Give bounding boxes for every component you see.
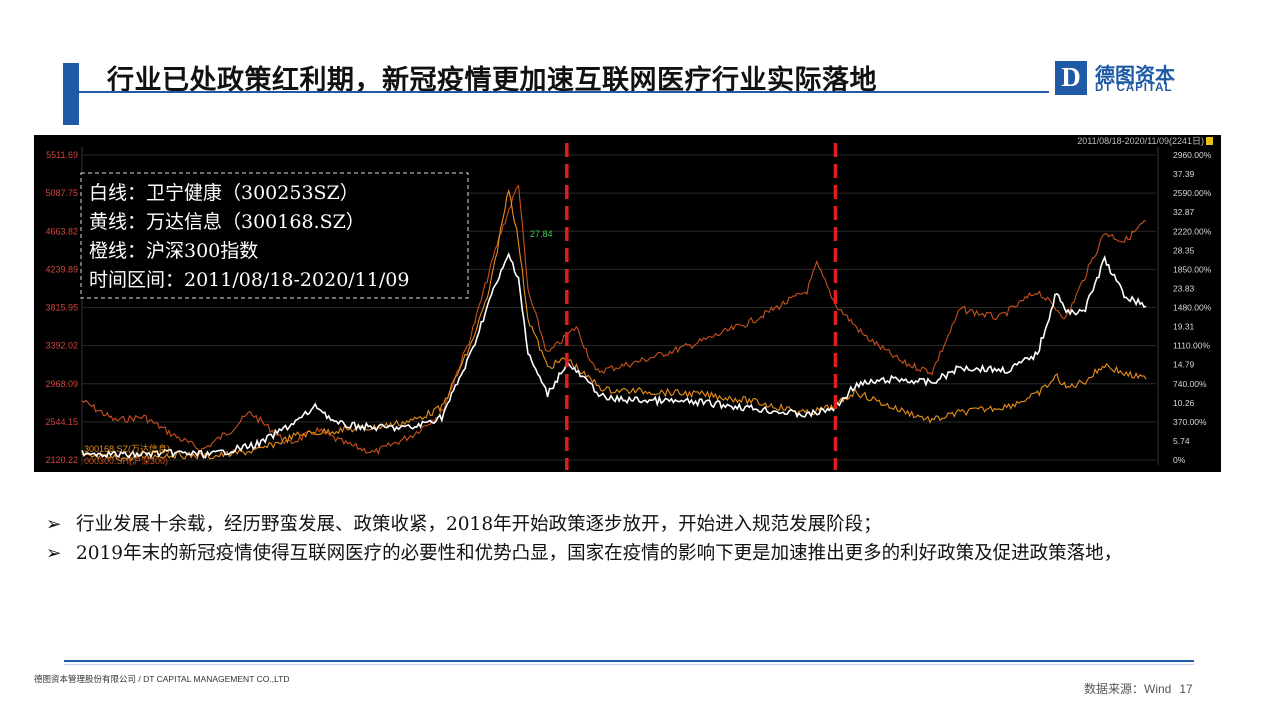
logo-mark: D [1055, 61, 1087, 95]
bullet-text: 2019年末的新冠疫情使得互联网医疗的必要性和优势凸显，国家在疫情的影响下更是加… [76, 543, 1123, 564]
page-number: 17 [1179, 682, 1193, 696]
left-tick-label: 4239.89 [45, 264, 78, 274]
range-icon [1206, 137, 1213, 145]
logo-mark-letter: D [1061, 62, 1081, 92]
footer-source: 数据来源：Wind 17 [1084, 680, 1193, 697]
left-axis: 5511.69 5087.75 4663.82 4239.89 3815.95 3392.… [45, 150, 78, 465]
range-label: 2011/08/18-2020/11/09(2241日) [1077, 136, 1204, 146]
bullet-arrow-icon: ➢ [46, 514, 62, 535]
right-percent-tick: 1480.00% [1173, 303, 1212, 313]
right-price-tick: 14.79 [1173, 360, 1195, 370]
left-tick-label: 3815.95 [45, 303, 78, 313]
left-tick-label: 5511.69 [46, 150, 78, 160]
chart-series [81, 184, 1147, 462]
company-logo: D 德图资本 DT CAPITAL [1055, 61, 1190, 95]
right-percent-tick: 370.00% [1173, 417, 1207, 427]
footer-company: 德图资本管理股份有限公司 / DT CAPITAL MANAGEMENT CO.… [34, 674, 290, 684]
legend-line-orange: 橙线：沪深300指数 [89, 240, 258, 262]
bullet-item: ➢ 2019年末的新冠疫情使得互联网医疗的必要性和优势凸显，国家在疫情的影响下更… [46, 539, 1236, 568]
series-line [81, 184, 1147, 456]
right-percent-tick: 2960.00% [1173, 150, 1212, 160]
chart-svg: 5511.69 5087.75 4663.82 4239.89 3815.95 3392.… [45, 136, 1213, 470]
legend-line-yellow: 黄线：万达信息（300168.SZ） [89, 211, 365, 233]
logo-name-en: DT CAPITAL [1095, 82, 1173, 94]
footer-rule [64, 660, 1194, 662]
title-accent-bar [63, 63, 79, 125]
left-tick-label: 2120.22 [45, 455, 78, 465]
stock-chart: 5511.69 5087.75 4663.82 4239.89 3815.95 3392.… [34, 135, 1221, 472]
event-markers [565, 143, 838, 470]
title-underline [79, 91, 1049, 93]
series-label-wanda: 300168.SZ(万达信息) [84, 443, 170, 454]
bullet-list: ➢ 行业发展十余载，经历野蛮发展、政策收紧，2018年开始政策逐步放开，开始进入… [46, 510, 1236, 568]
legend-line-white: 白线：卫宁健康（300253SZ） [89, 182, 359, 204]
right-price-tick: 23.83 [1173, 283, 1195, 293]
bullet-arrow-icon: ➢ [46, 543, 62, 564]
left-tick-label: 5087.75 [45, 188, 78, 198]
bullet-text: 行业发展十余载，经历野蛮发展、政策收紧，2018年开始政策逐步放开，开始进入规范… [76, 514, 882, 535]
series-line [81, 252, 1147, 459]
logo-name-cn: 德图资本 [1095, 63, 1175, 87]
right-percent-tick: 2590.00% [1173, 188, 1212, 198]
right-percent-tick: 0% [1173, 455, 1186, 465]
right-price-tick: 32.87 [1173, 207, 1195, 217]
legend-line-period: 时间区间：2011/08/18-2020/11/09 [89, 269, 409, 291]
right-percent-tick: 1850.00% [1173, 264, 1212, 274]
right-axis: 2960.00% 2590.00% 2220.00% 1850.00% 1480.00%… [1173, 150, 1212, 465]
left-tick-label: 2544.15 [45, 417, 78, 427]
right-price-tick: 10.26 [1173, 398, 1195, 408]
right-price-tick: 19.31 [1173, 322, 1195, 332]
right-price-tick: 28.35 [1173, 245, 1195, 255]
source-text: 数据来源：Wind [1084, 682, 1172, 696]
left-tick-label: 2968.09 [45, 379, 78, 389]
legend-box: 白线：卫宁健康（300253SZ） 黄线：万达信息（300168.SZ） 橙线：… [80, 172, 469, 299]
footer-rule-light [64, 664, 1194, 665]
peak-label: 27.84 [530, 229, 553, 239]
right-percent-tick: 2220.00% [1173, 226, 1212, 236]
right-price-tick: 5.74 [1173, 436, 1190, 446]
bullet-item: ➢ 行业发展十余载，经历野蛮发展、政策收紧，2018年开始政策逐步放开，开始进入… [46, 510, 1236, 539]
series-line [81, 189, 1147, 462]
right-price-tick: 37.39 [1173, 169, 1195, 179]
series-label-hs300: 000300.SH(沪深300) [84, 455, 168, 466]
chart-grid [81, 147, 1159, 465]
left-tick-label: 3392.02 [45, 341, 78, 351]
right-percent-tick: 1110.00% [1173, 341, 1210, 351]
right-percent-tick: 740.00% [1173, 379, 1207, 389]
page-title: 行业已处政策红利期，新冠疫情更加速互联网医疗行业实际落地 [107, 65, 877, 96]
left-tick-label: 4663.82 [45, 226, 78, 236]
